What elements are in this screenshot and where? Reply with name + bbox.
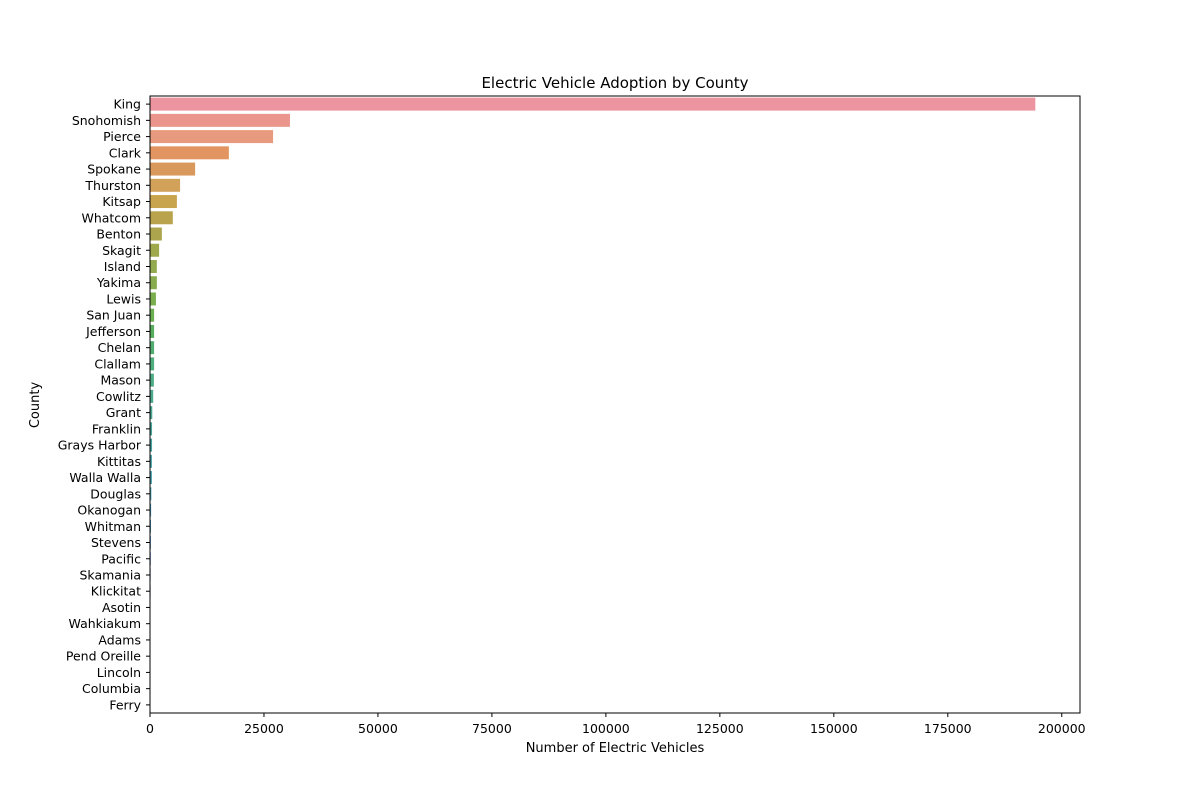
bar-clallam — [150, 357, 155, 371]
y-tick-label: Pierce — [103, 129, 141, 144]
y-tick-label: King — [113, 97, 141, 112]
y-tick-label: Franklin — [92, 421, 141, 436]
y-tick-label: Grant — [106, 405, 141, 420]
x-tick-label: 0 — [146, 721, 154, 736]
bar-benton — [150, 227, 162, 241]
bar-douglas — [150, 487, 152, 501]
y-tick-label: Benton — [96, 227, 141, 242]
y-tick-label: Adams — [98, 632, 141, 647]
bar-grays-harbor — [150, 438, 153, 452]
bar-mason — [150, 373, 154, 387]
y-tick-label: Whatcom — [81, 210, 141, 225]
y-tick-label: Clallam — [94, 356, 141, 371]
x-tick-label: 75000 — [472, 721, 512, 736]
bar-king — [150, 97, 1036, 111]
y-tick-label: Whitman — [85, 519, 141, 534]
bar-san-juan — [150, 308, 155, 322]
y-tick-label: Kittitas — [97, 454, 141, 469]
y-axis-label: County — [28, 382, 43, 429]
bar-yakima — [150, 276, 157, 290]
bar-walla-walla — [150, 471, 152, 485]
y-tick-label: Cowlitz — [96, 389, 141, 404]
y-tick-label: Wahkiakum — [69, 616, 141, 631]
y-tick-label: Thurston — [84, 178, 141, 193]
y-tick-label: Skamania — [79, 567, 141, 582]
bar-chelan — [150, 341, 155, 355]
y-tick-label: Clark — [109, 145, 142, 160]
bar-grant — [150, 406, 153, 420]
y-tick-label: Spokane — [87, 162, 141, 177]
y-tick-label: Columbia — [82, 681, 141, 696]
bar-franklin — [150, 422, 153, 436]
y-tick-label: Lewis — [106, 291, 141, 306]
bar-whitman — [150, 519, 152, 533]
bar-lewis — [150, 292, 156, 306]
y-tick-label: Pacific — [101, 551, 141, 566]
y-tick-label: Snohomish — [72, 113, 141, 128]
y-tick-label: Jefferson — [85, 324, 141, 339]
x-tick-label: 125000 — [696, 721, 744, 736]
bar-cowlitz — [150, 389, 154, 403]
bar-island — [150, 259, 157, 273]
chart-title: Electric Vehicle Adoption by County — [481, 74, 748, 92]
bar-kitsap — [150, 195, 177, 209]
y-tick-label: Asotin — [102, 600, 141, 615]
bar-kittitas — [150, 454, 152, 468]
y-tick-label: Stevens — [91, 535, 141, 550]
x-tick-label: 175000 — [924, 721, 972, 736]
x-tick-label: 200000 — [1038, 721, 1086, 736]
y-tick-label: Chelan — [98, 340, 141, 355]
bar-snohomish — [150, 113, 290, 127]
x-axis-ticks: 0 25000 50000 75000 100000 125000 150000 175000… — [146, 713, 1086, 736]
y-tick-label: Ferry — [109, 697, 141, 712]
bar-jefferson — [150, 324, 155, 338]
y-tick-label: Walla Walla — [69, 470, 141, 485]
x-tick-label: 50000 — [358, 721, 398, 736]
x-axis-label: Number of Electric Vehicles — [526, 741, 705, 756]
y-axis-ticks: KingSnohomishPierceClarkSpokaneThurstonK… — [58, 97, 150, 712]
bar-spokane — [150, 162, 196, 176]
bar-whatcom — [150, 211, 173, 225]
y-tick-label: Okanogan — [77, 503, 141, 518]
bar-clark — [150, 146, 229, 160]
x-tick-label: 100000 — [582, 721, 630, 736]
bar-okanogan — [150, 503, 152, 517]
y-tick-label: Pend Oreille — [66, 649, 141, 664]
y-tick-label: Grays Harbor — [58, 438, 142, 453]
bar-skagit — [150, 243, 160, 257]
y-tick-label: Douglas — [90, 486, 141, 501]
y-tick-label: Klickitat — [91, 584, 141, 599]
y-tick-label: Island — [104, 259, 141, 274]
x-tick-label: 25000 — [244, 721, 284, 736]
plot-frame — [149, 95, 1081, 714]
y-tick-label: Mason — [100, 373, 141, 388]
y-tick-label: Yakima — [96, 275, 141, 290]
y-tick-label: San Juan — [86, 308, 141, 323]
x-tick-label: 150000 — [810, 721, 858, 736]
bar-thurston — [150, 178, 181, 192]
y-tick-label: Skagit — [102, 243, 141, 258]
bar-pierce — [150, 130, 274, 144]
y-tick-label: Lincoln — [97, 665, 141, 680]
y-tick-label: Kitsap — [102, 194, 141, 209]
